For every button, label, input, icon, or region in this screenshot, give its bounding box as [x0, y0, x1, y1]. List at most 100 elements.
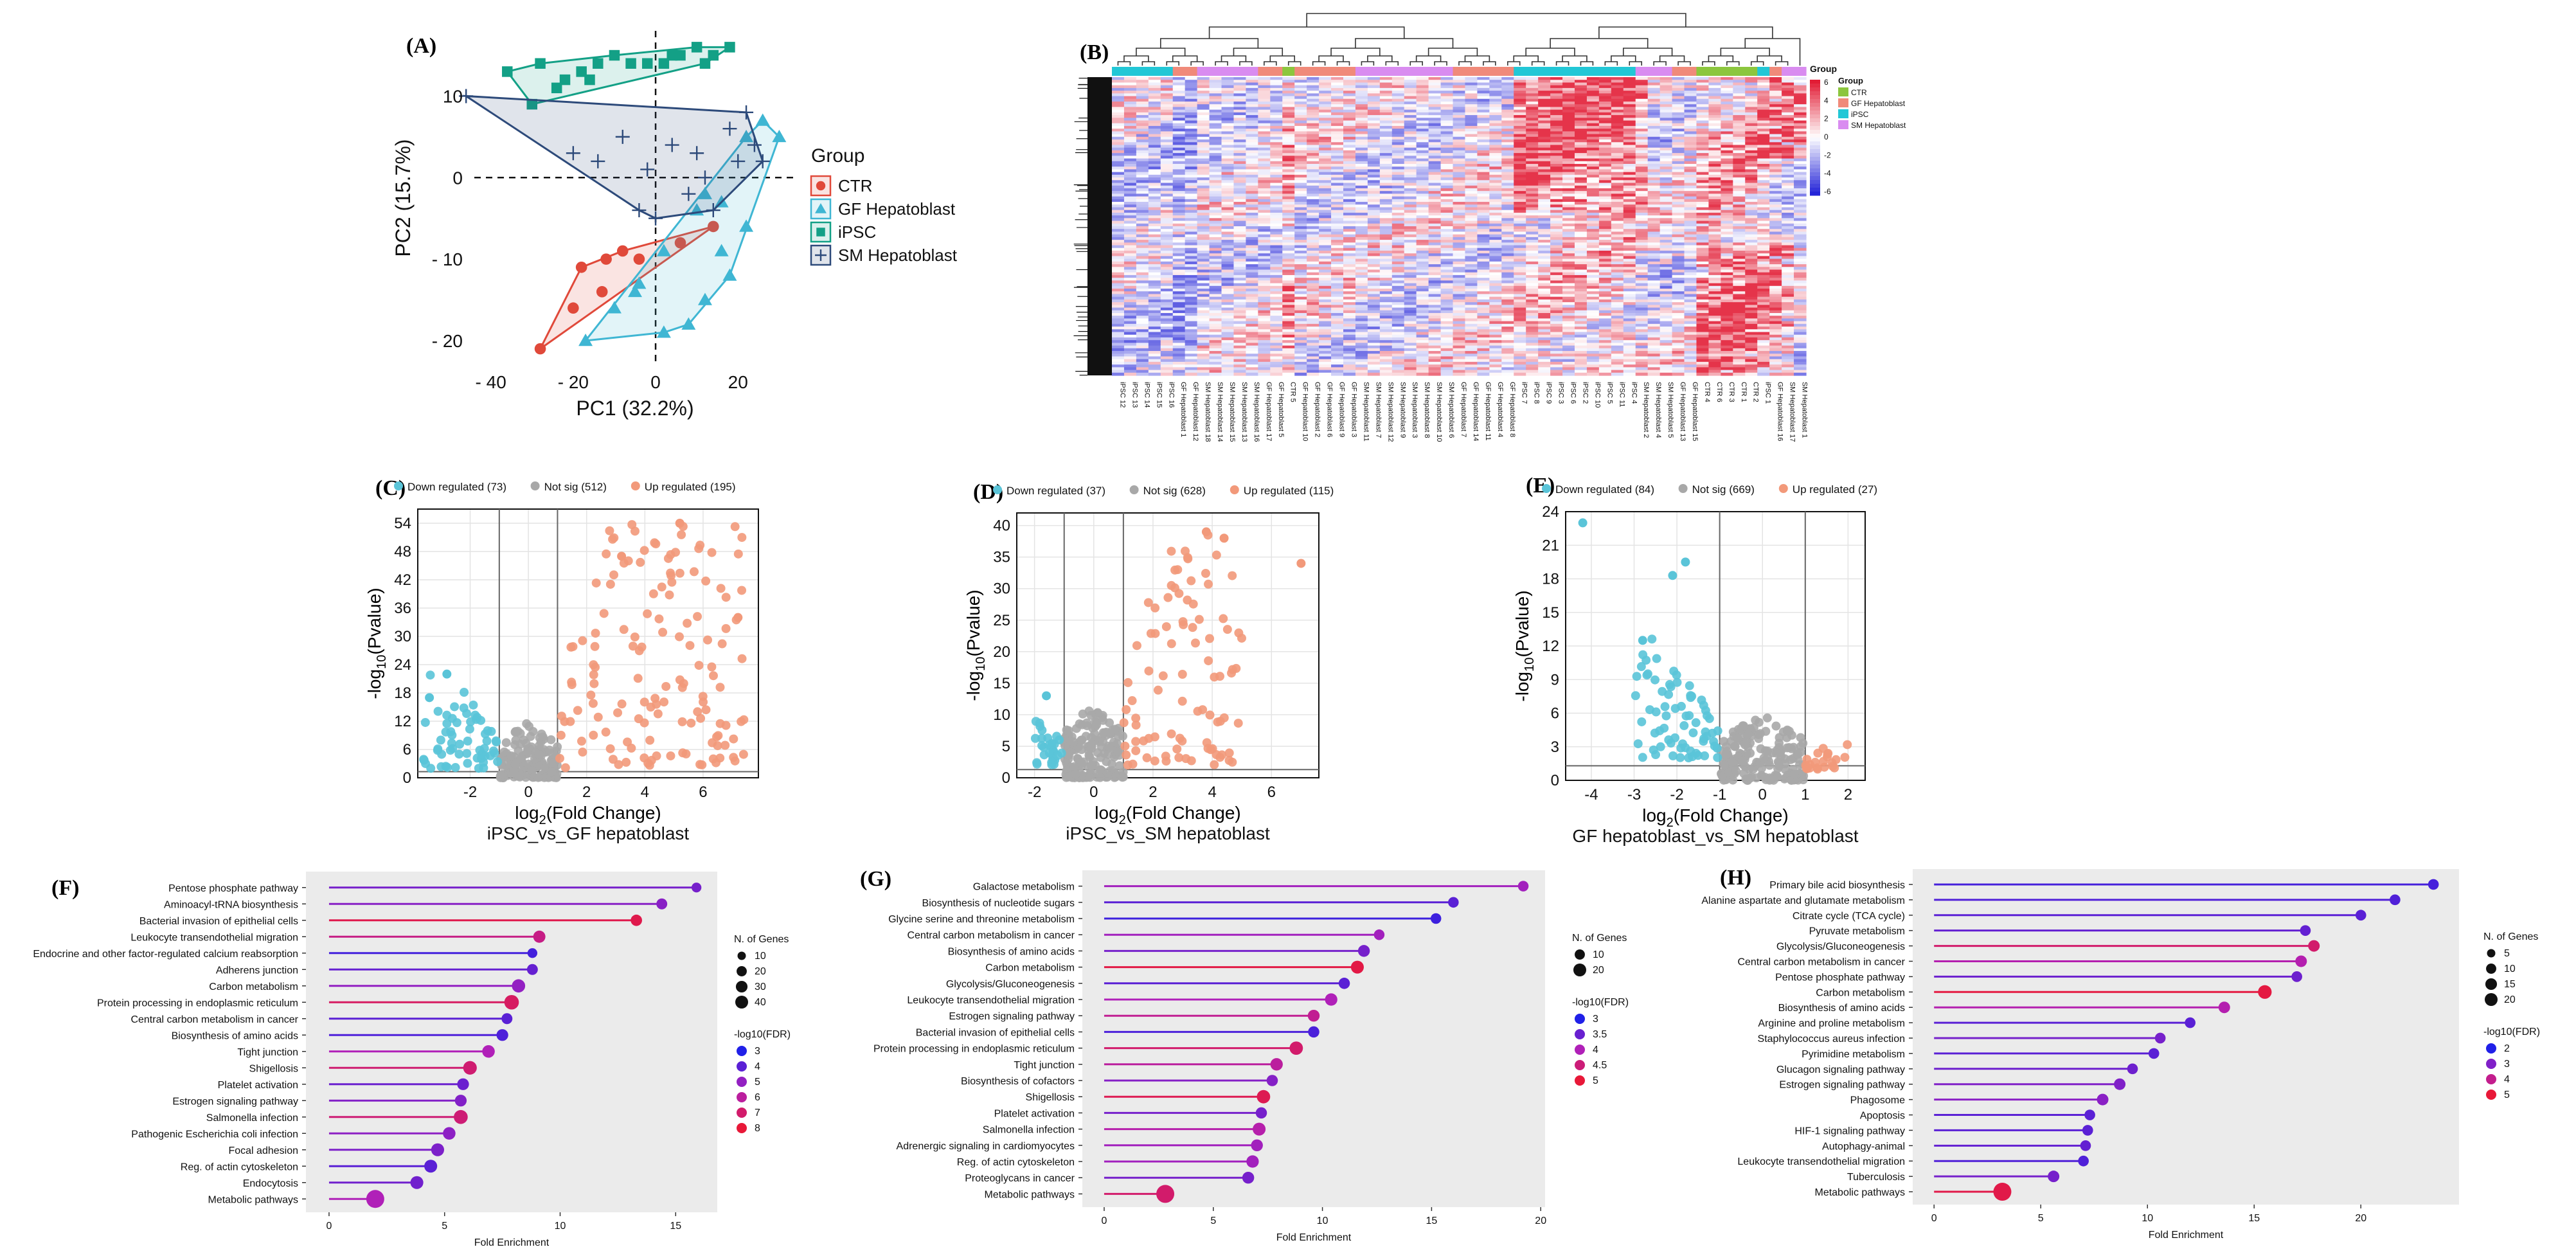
- heatmap-cell: [1331, 337, 1344, 341]
- heatmap-cell: [1635, 180, 1649, 184]
- heatmap-cell: [1136, 82, 1149, 86]
- heatmap-cell: [1623, 234, 1636, 238]
- heatmap-cell: [1391, 370, 1405, 373]
- heatmap-cell: [1148, 180, 1161, 184]
- heatmap-cell: [1246, 199, 1258, 202]
- heatmap-cell: [1343, 118, 1356, 121]
- heatmap-cell: [1233, 98, 1247, 102]
- heatmap-cell: [1197, 264, 1210, 267]
- heatmap-cell: [1477, 302, 1490, 305]
- heatmap-cell: [1148, 240, 1161, 243]
- heatmap-cell: [1258, 163, 1271, 167]
- heatmap-cell: [1221, 93, 1235, 97]
- heatmap-cell: [1160, 142, 1174, 146]
- heatmap-cell: [1319, 283, 1332, 287]
- heatmap-cell: [1428, 145, 1442, 148]
- heatmap-cell: [1331, 305, 1344, 309]
- heatmap-cell: [1185, 226, 1198, 229]
- heatmap-cell: [1270, 316, 1283, 319]
- heatmap-cell: [1379, 370, 1393, 373]
- heatmap-cell: [1209, 242, 1222, 246]
- heatmap-cell: [1221, 158, 1235, 162]
- heatmap-cell: [1221, 131, 1235, 135]
- heatmap-cell: [1221, 356, 1235, 360]
- heatmap-cell: [1514, 112, 1526, 116]
- heatmap-cell: [1233, 229, 1247, 233]
- heatmap-cell: [1575, 188, 1588, 192]
- heatmap-cell: [1647, 125, 1661, 129]
- heatmap-cell: [1367, 356, 1381, 360]
- heatmap-cell: [1440, 156, 1454, 159]
- heatmap-cell: [1598, 302, 1612, 305]
- heatmap-cell: [1586, 91, 1600, 94]
- heatmap-cell: [1258, 250, 1271, 254]
- heatmap-cell: [1611, 129, 1624, 132]
- heatmap-cell: [1526, 242, 1539, 246]
- heatmap-cell: [1465, 272, 1478, 276]
- heatmap-cell: [1136, 343, 1149, 346]
- heatmap-cell: [1538, 107, 1551, 111]
- heatmap-cell: [1440, 327, 1454, 330]
- heatmap-cell: [1123, 234, 1137, 238]
- heatmap-cell: [1270, 193, 1283, 197]
- heatmap-cell: [1550, 91, 1563, 94]
- heatmap-cell: [1440, 316, 1454, 319]
- heatmap-cell: [1526, 229, 1539, 233]
- heatmap-cell: [1367, 231, 1381, 235]
- heatmap-cell: [1598, 318, 1612, 322]
- heatmap-cell: [1611, 361, 1624, 365]
- heatmap-cell: [1501, 247, 1514, 251]
- heatmap-cell: [1647, 98, 1661, 102]
- heatmap-cell: [1258, 172, 1271, 175]
- heatmap-cell: [1246, 364, 1258, 368]
- heatmap-cell: [1501, 196, 1514, 200]
- heatmap-cell: [1112, 359, 1125, 363]
- heatmap-cell: [1197, 112, 1210, 116]
- heatmap-cell: [1185, 161, 1198, 165]
- heatmap-cell: [1379, 223, 1393, 227]
- heatmap-cell: [1123, 118, 1137, 121]
- heatmap-cell: [1355, 118, 1368, 121]
- heatmap-cell: [1209, 364, 1222, 368]
- heatmap-cell: [1270, 223, 1283, 227]
- heatmap-cell: [1501, 226, 1514, 229]
- heatmap-cell: [1270, 334, 1283, 338]
- heatmap-cell: [1331, 91, 1344, 94]
- heatmap-cell: [1635, 296, 1649, 300]
- heatmap-cell: [1562, 264, 1575, 267]
- heatmap-cell: [1233, 307, 1247, 311]
- heatmap-cell: [1465, 185, 1478, 189]
- pca-point: [755, 113, 770, 126]
- heatmap-cell: [1123, 212, 1137, 216]
- heatmap-cell: [1221, 245, 1235, 249]
- heatmap-cell: [1635, 283, 1649, 287]
- heatmap-cell: [1160, 177, 1174, 181]
- heatmap-cell: [1185, 305, 1198, 309]
- heatmap-cell: [1270, 101, 1283, 105]
- heatmap-cell: [1489, 210, 1502, 213]
- heatmap-cell: [1538, 245, 1551, 249]
- heatmap-cell: [1404, 85, 1417, 89]
- heatmap-cell: [1526, 299, 1539, 303]
- heatmap-cell: [1514, 354, 1526, 357]
- heatmap-cell: [1562, 294, 1575, 298]
- heatmap-cell: [1598, 107, 1612, 111]
- heatmap-cell: [1623, 264, 1636, 267]
- heatmap-cell: [1112, 291, 1125, 295]
- heatmap-cell: [1647, 118, 1661, 121]
- heatmap-cell: [1526, 372, 1539, 376]
- heatmap-cell: [1343, 327, 1356, 330]
- heatmap-cell: [1258, 302, 1271, 305]
- heatmap-cell: [1453, 104, 1466, 107]
- heatmap-cell: [1282, 98, 1295, 102]
- heatmap-cell: [1258, 310, 1271, 314]
- heatmap-cell: [1623, 210, 1636, 213]
- heatmap-cell: [1331, 318, 1344, 322]
- heatmap-cell: [1379, 291, 1393, 295]
- heatmap-cell: [1233, 370, 1247, 373]
- heatmap-cell: [1331, 115, 1344, 118]
- heatmap-cell: [1453, 278, 1466, 281]
- heatmap-cell: [1440, 370, 1454, 373]
- heatmap-cell: [1575, 299, 1588, 303]
- heatmap-cell: [1148, 82, 1161, 86]
